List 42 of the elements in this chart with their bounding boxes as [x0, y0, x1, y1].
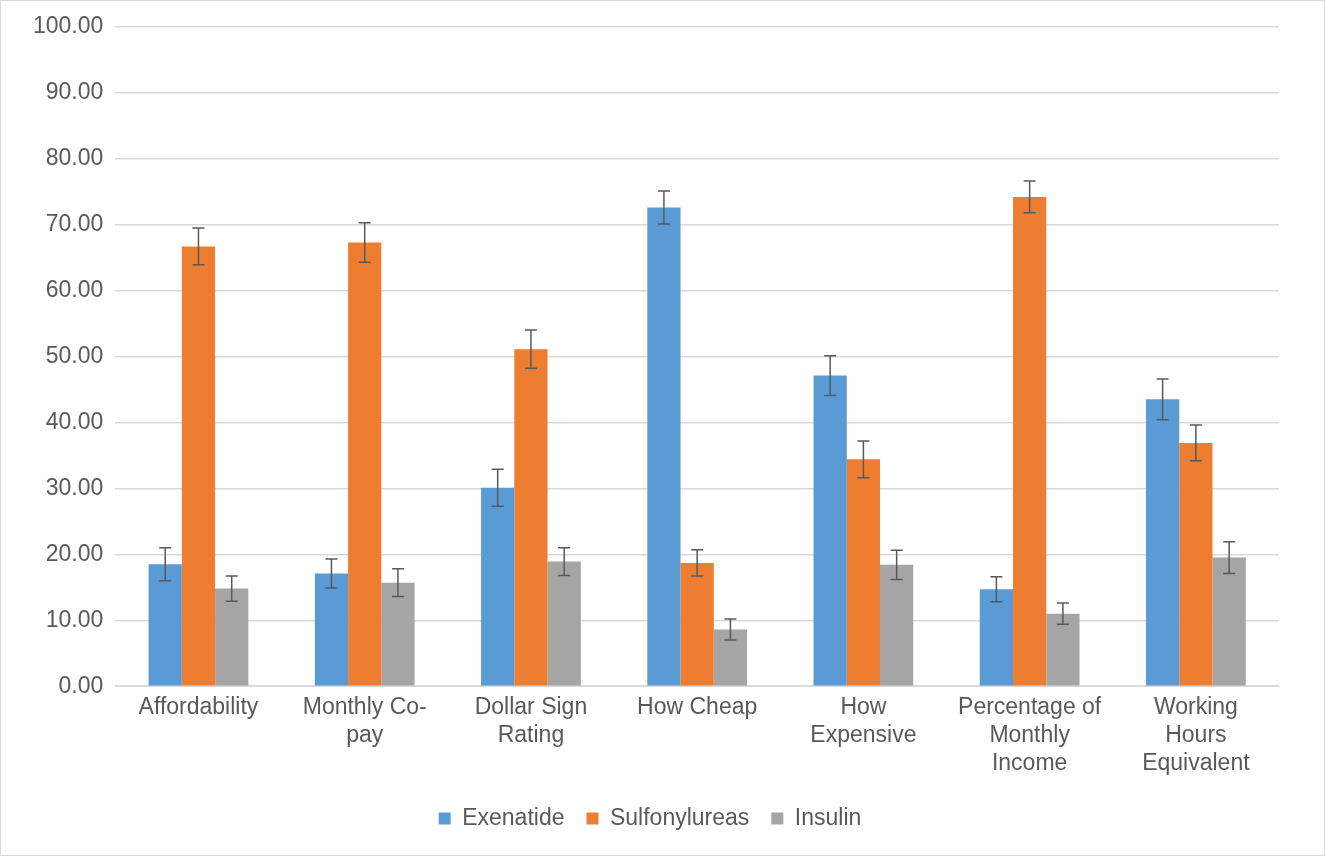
bar [647, 207, 681, 686]
bar [1179, 442, 1213, 686]
x-tick-label: Affordability [138, 693, 259, 720]
bar [481, 487, 515, 686]
bar [1212, 557, 1246, 686]
bar [713, 629, 748, 686]
bar [381, 582, 415, 686]
bar [1146, 399, 1180, 686]
y-tick-label: 90.00 [45, 78, 104, 105]
y-tick-label: 80.00 [45, 144, 104, 171]
bar [181, 246, 216, 686]
y-tick-label: 70.00 [45, 209, 104, 236]
bar [215, 588, 249, 686]
x-tick-label: Percentage of Monthly Income [958, 693, 1102, 775]
y-tick-label: 0.00 [58, 671, 104, 698]
y-tick-label: 30.00 [45, 473, 104, 500]
bar [1046, 613, 1080, 686]
x-tick-label: Dollar Sign Rating [474, 693, 588, 747]
bar [514, 349, 548, 686]
legend-label: Exenatide [462, 803, 565, 830]
bar [846, 459, 881, 686]
bar [813, 375, 847, 686]
legend-label: Insulin [794, 803, 862, 830]
y-tick-label: 10.00 [45, 605, 104, 632]
bar [148, 564, 182, 686]
y-tick-label: 40.00 [45, 407, 104, 434]
x-tick-label: Working Hours Equivalent [1142, 693, 1251, 775]
bar [680, 562, 714, 686]
bar [1013, 196, 1047, 686]
x-tick-label: Monthly Co-pay [302, 693, 427, 747]
bar [880, 564, 914, 686]
y-tick-label: 60.00 [45, 275, 104, 302]
bar [979, 589, 1014, 686]
bar [314, 573, 349, 686]
y-tick-label: 50.00 [45, 341, 104, 368]
y-tick-label: 100.00 [32, 12, 104, 39]
bar [348, 242, 382, 686]
bar [547, 561, 581, 686]
y-tick-label: 20.00 [45, 539, 104, 566]
legend-label: Sulfonylureas [609, 803, 750, 830]
x-tick-label: How Expensive [810, 693, 917, 747]
x-tick-label: How Cheap [637, 693, 758, 720]
